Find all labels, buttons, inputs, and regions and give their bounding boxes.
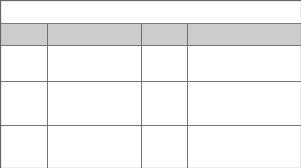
Bar — [0, 45, 47, 81]
Text: bags for intravenous
solutions, pipes, tubing,
floor coverings: bags for intravenous solutions, pipes, t… — [189, 137, 277, 158]
Text: Cl      Cl      Cl: Cl Cl Cl — [42, 151, 147, 157]
Text: –CH₂CHCH₂CHCH₂CH–: –CH₂CHCH₂CHCH₂CH– — [57, 94, 131, 99]
Text: Some Uses: Some Uses — [216, 30, 272, 38]
Bar — [0, 125, 47, 168]
Text: carpeting, bottles,
luggage, exercise clothing: carpeting, bottles, luggage, exercise cl… — [189, 96, 286, 110]
Text: Monomer: Monomer — [0, 30, 47, 38]
Bar — [187, 45, 301, 81]
Text: plastic bags, bottles, toys,
electrical insulation: plastic bags, bottles, toys, electrical … — [189, 56, 285, 70]
Bar — [187, 125, 301, 168]
Text: CH₂=CHCl: CH₂=CHCl — [2, 143, 42, 152]
Bar — [47, 45, 141, 81]
Bar — [141, 23, 187, 45]
Bar — [141, 125, 187, 168]
Text: polyethylene: polyethylene — [144, 58, 194, 68]
Text: |        |        |: | | | — [39, 144, 149, 151]
Bar — [141, 45, 187, 81]
Text: |        |        |: | | | — [48, 99, 140, 106]
Bar — [187, 23, 301, 45]
Bar — [47, 125, 141, 168]
Bar — [187, 81, 301, 125]
Text: polyvinyl
chloride: polyvinyl chloride — [144, 137, 178, 157]
Text: polypropylene: polypropylene — [144, 98, 198, 107]
Text: –CH₂CHCH₂CHCH₂CH–: –CH₂CHCH₂CHCH₂CH– — [57, 138, 131, 144]
Text: Polymer Name: Polymer Name — [127, 30, 201, 38]
Bar — [141, 81, 187, 125]
Text: Polymer: Polymer — [73, 30, 115, 38]
Text: CH₃    CH₃    CH₃: CH₃ CH₃ CH₃ — [52, 106, 136, 112]
Bar — [0, 23, 47, 45]
Bar — [47, 81, 141, 125]
Bar — [47, 23, 141, 45]
Text: CH₂=CH₂: CH₂=CH₂ — [2, 58, 37, 68]
Bar — [0, 81, 47, 125]
Text: CH₂=CHCH₃: CH₂=CHCH₃ — [2, 98, 48, 107]
Text: ~CH₂CH₂CH₂CH₂CH₂CH₂~: ~CH₂CH₂CH₂CH₂CH₂CH₂~ — [48, 58, 140, 68]
